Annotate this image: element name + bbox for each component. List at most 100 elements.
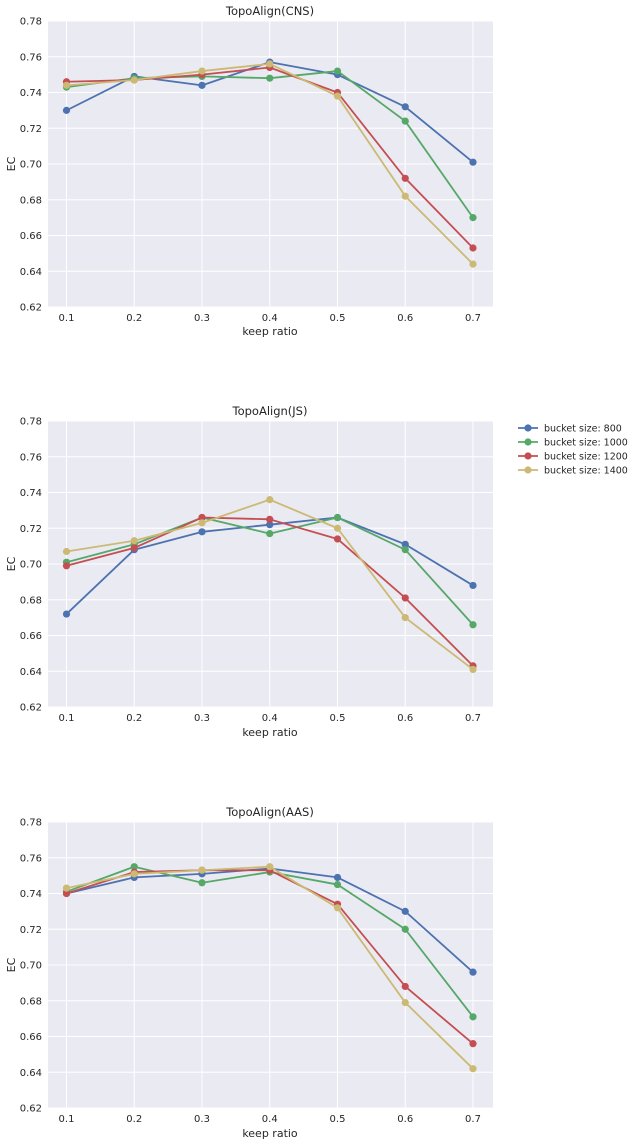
chart-title-js: TopoAlign(JS) [232, 404, 308, 418]
data-point [62, 610, 71, 618]
data-point [198, 528, 206, 536]
legend-item: bucket size: 1200 [518, 452, 628, 463]
x-tick-label: 0.3 [194, 313, 210, 324]
data-point [469, 1040, 477, 1048]
y-axis-label-aas: EC [5, 957, 18, 972]
data-point [198, 81, 206, 89]
y-ticks-js: 0.62 0.64 0.66 0.68 0.70 0.72 0.74 0.76 0.78 [20, 417, 42, 714]
data-point [401, 594, 409, 602]
legend-label: bucket size: 1400 [544, 466, 628, 477]
x-tick-label: 0.6 [397, 1114, 413, 1125]
data-point [266, 530, 274, 538]
series-bucket-size-1400 [62, 496, 477, 674]
data-point [469, 1013, 477, 1021]
series-bucket-size-1400 [62, 863, 477, 1073]
x-tick-label: 0.7 [465, 1114, 481, 1125]
data-point [401, 540, 409, 548]
legend-label: bucket size: 1000 [544, 438, 628, 449]
data-point [62, 547, 71, 556]
data-point [333, 524, 342, 532]
data-point [401, 614, 409, 622]
data-point [333, 873, 342, 882]
legend-item: bucket size: 1000 [518, 438, 628, 449]
data-point [333, 880, 342, 889]
data-point [198, 519, 206, 527]
y-tick-label: 0.64 [20, 267, 42, 278]
y-tick-label: 0.76 [20, 452, 42, 463]
data-point [266, 515, 274, 523]
y-tick-label: 0.72 [20, 524, 42, 535]
data-point [62, 106, 71, 114]
data-point [401, 546, 409, 554]
data-point [62, 889, 71, 898]
y-tick-label: 0.74 [20, 889, 42, 900]
y-tick-label: 0.72 [20, 925, 42, 936]
data-point [469, 665, 477, 674]
data-point [401, 998, 409, 1007]
y-tick-label: 0.78 [20, 17, 42, 28]
y-tick-label: 0.64 [20, 667, 42, 678]
data-point [333, 67, 342, 75]
legend-marker [524, 438, 532, 446]
series-layer-js [62, 496, 477, 674]
y-tick-label: 0.72 [20, 124, 42, 135]
y-tick-label: 0.70 [20, 560, 42, 571]
y-tick-label: 0.66 [20, 1032, 42, 1043]
data-point [469, 244, 477, 252]
legend-marker [524, 452, 532, 460]
data-point [401, 117, 409, 125]
data-point [333, 904, 342, 912]
y-tick-label: 0.68 [20, 996, 42, 1007]
data-point [333, 513, 342, 522]
data-point [401, 174, 409, 182]
y-ticks-aas: 0.62 0.64 0.66 0.68 0.70 0.72 0.74 0.76 0.78 [20, 818, 42, 1115]
data-point [469, 260, 477, 268]
x-tick-label: 0.2 [126, 713, 142, 724]
data-point [401, 982, 409, 991]
series-bucket-size-1200 [62, 513, 477, 670]
data-point [266, 74, 274, 82]
data-point [130, 544, 138, 552]
chart-title-aas: TopoAlign(AAS) [225, 805, 314, 819]
data-point [266, 60, 274, 68]
y-tick-label: 0.62 [20, 703, 42, 714]
legend: bucket size: 800 bucket size: 1000 bucket … [518, 424, 628, 477]
data-point [469, 158, 477, 166]
data-point [198, 866, 206, 874]
data-point [333, 92, 342, 100]
data-point [62, 81, 71, 89]
y-tick-label: 0.66 [20, 231, 42, 242]
x-axis-label-js: keep ratio [242, 726, 298, 739]
x-tick-label: 0.4 [262, 713, 278, 724]
y-tick-label: 0.78 [20, 818, 42, 829]
data-point [469, 581, 477, 590]
data-point [198, 879, 206, 887]
y-tick-label: 0.68 [20, 595, 42, 606]
x-tick-label: 0.1 [59, 313, 75, 324]
x-tick-label: 0.3 [194, 1114, 210, 1125]
data-point [130, 537, 138, 545]
panel-cns: 0.62 0.64 0.66 0.68 0.70 0.72 0.74 0.76 0.78 0.1… [5, 4, 493, 338]
y-axis-label-js: EC [5, 556, 18, 571]
y-axis-label-cns: EC [5, 156, 18, 171]
data-point [401, 103, 409, 111]
y-tick-label: 0.66 [20, 631, 42, 642]
chart-title-cns: TopoAlign(CNS) [225, 4, 314, 18]
data-point [469, 621, 477, 629]
y-tick-label: 0.70 [20, 961, 42, 972]
y-tick-label: 0.62 [20, 303, 42, 314]
series-layer-aas [62, 863, 477, 1073]
y-tick-label: 0.74 [20, 488, 42, 499]
x-tick-label: 0.5 [330, 713, 346, 724]
panel-aas: 0.62 0.64 0.66 0.68 0.70 0.72 0.74 0.76 0.78 0.1… [5, 805, 493, 1140]
legend-item: bucket size: 1400 [518, 466, 628, 477]
data-point [469, 1065, 477, 1073]
y-tick-label: 0.74 [20, 88, 42, 99]
x-tick-label: 0.6 [397, 713, 413, 724]
data-point [266, 496, 274, 504]
data-point [130, 863, 138, 871]
legend-item: bucket size: 800 [518, 424, 622, 435]
y-tick-label: 0.78 [20, 417, 42, 428]
legend-label: bucket size: 800 [544, 424, 622, 435]
